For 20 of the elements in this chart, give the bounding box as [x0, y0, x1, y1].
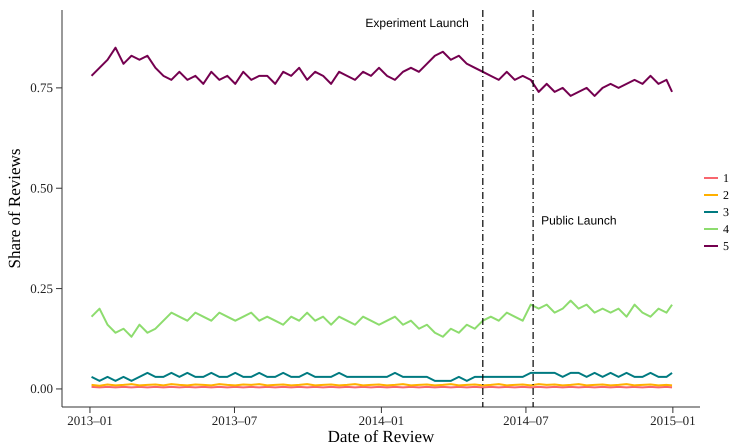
- y-tick-label: 0.00: [30, 381, 53, 396]
- y-tick-label: 0.25: [30, 280, 53, 296]
- legend-label: 4: [723, 222, 729, 236]
- y-tick-label: 0.50: [30, 180, 53, 196]
- x-axis-title: Date of Review: [328, 427, 436, 445]
- y-tick-label: 0.75: [30, 80, 53, 96]
- y-axis-title: Share of Reviews: [5, 148, 24, 268]
- ref-line-label: Experiment Launch: [365, 16, 469, 30]
- x-tick-label: 2014–01: [358, 413, 404, 428]
- x-tick-label: 2014–07: [503, 413, 550, 428]
- legend-label: 2: [723, 188, 729, 202]
- legend-label: 3: [723, 205, 729, 220]
- legend-label: 1: [723, 171, 729, 186]
- x-tick-label: 2015–01: [650, 413, 696, 428]
- x-tick-label: 2013–07: [212, 413, 258, 428]
- ref-line-label: Public Launch: [541, 213, 617, 228]
- line-series: [90, 46, 674, 97]
- legend-label: 5: [723, 239, 729, 254]
- x-tick-label: 2013–01: [67, 413, 113, 428]
- line-series: [90, 300, 674, 338]
